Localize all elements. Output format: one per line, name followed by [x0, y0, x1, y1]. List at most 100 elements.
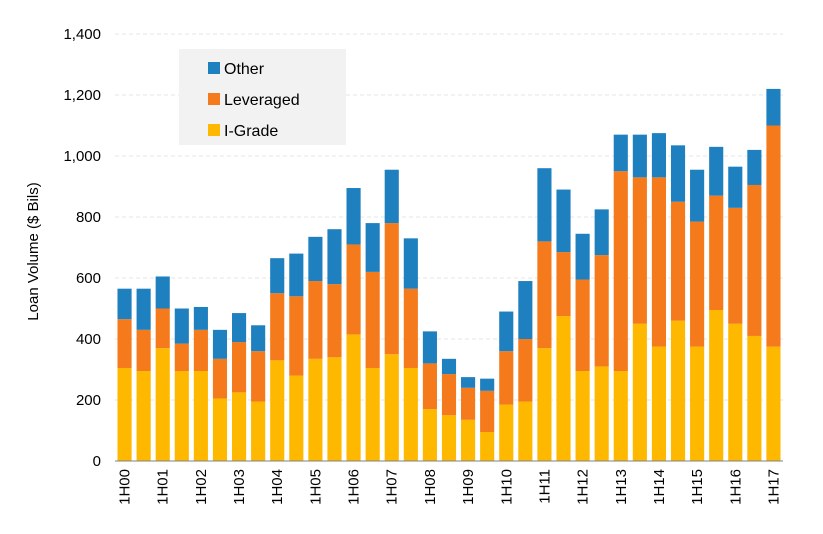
bar-i-grade-1H12: [575, 371, 590, 461]
y-tick-label: 400: [76, 331, 101, 348]
x-tick-label: 1H02: [193, 469, 210, 505]
bar-stack-2H03: [251, 325, 266, 461]
bar-leveraged-2H08: [441, 374, 457, 416]
bar-leveraged-2H13: [632, 177, 647, 324]
bar-leveraged-1H04: [270, 293, 285, 361]
bar-stack-2H05: [327, 229, 342, 461]
x-tick-label: 1H14: [651, 469, 668, 505]
x-tick-label: 1H12: [575, 469, 592, 505]
bar-leveraged-1H10: [499, 351, 514, 405]
bar-stack-2H02: [212, 329, 228, 461]
bar-i-grade-1H15: [690, 346, 705, 461]
x-tick-label: 1H15: [689, 469, 706, 505]
bar-other-2H14: [670, 145, 686, 202]
x-axis-ticks: 1H00 1H01 1H02 1H03 1H04 1H05 1H06 1H07 1H08 1H09…: [117, 469, 783, 505]
bar-leveraged-1H12: [575, 279, 590, 372]
bar-leveraged-2H09: [480, 390, 495, 433]
y-tick-label: 1,400: [63, 26, 101, 43]
bar-other-2H05: [327, 229, 342, 285]
bar-stack-1H03: [231, 313, 247, 461]
bar-stack-1H12: [575, 233, 590, 461]
bar-i-grade-1H07: [384, 354, 399, 461]
bar-i-grade-1H08: [422, 409, 437, 461]
bar-other-2H10: [518, 281, 533, 339]
x-tick-label: 1H17: [765, 469, 782, 505]
bar-i-grade-1H06: [346, 334, 361, 461]
bar-other-1H16: [728, 166, 743, 208]
bar-other-1H13: [613, 134, 628, 172]
bar-i-grade-2H15: [709, 310, 724, 461]
y-tick-label: 1,000: [63, 148, 101, 165]
bar-stack-1H16: [728, 166, 743, 461]
bar-other-2H04: [289, 253, 304, 297]
bar-i-grade-2H12: [594, 366, 609, 461]
x-tick-label: 1H04: [269, 469, 286, 505]
bar-leveraged-1H02: [193, 329, 208, 372]
bar-other-1H15: [690, 169, 705, 222]
bar-other-2H02: [212, 329, 228, 359]
bar-leveraged-1H05: [308, 281, 323, 359]
x-tick-label: 1H06: [346, 469, 363, 505]
bar-other-2H01: [174, 308, 189, 344]
bar-stack-2H11: [556, 189, 571, 461]
bar-other-1H17: [766, 88, 781, 126]
bar-leveraged-1H08: [422, 363, 437, 410]
bar-leveraged-1H06: [346, 244, 361, 335]
bar-i-grade-2H01: [174, 371, 189, 461]
x-tick-label: 1H01: [155, 469, 172, 505]
bar-leveraged-2H01: [174, 343, 189, 372]
bar-i-grade-1H04: [270, 360, 285, 461]
legend-swatch-i-grade: [208, 124, 220, 136]
y-tick-label: 1,200: [63, 87, 101, 104]
x-tick-label: 1H16: [727, 469, 744, 505]
bar-stack-1H14: [651, 133, 667, 461]
y-tick-label: 600: [76, 270, 101, 287]
bar-stack-2H10: [518, 281, 533, 461]
bar-i-grade-1H13: [613, 371, 628, 461]
bar-i-grade-1H17: [766, 346, 781, 461]
bar-other-2H06: [365, 223, 380, 272]
bar-stack-1H09: [461, 377, 476, 461]
bar-stack-1H02: [193, 306, 208, 461]
bar-i-grade-2H06: [365, 367, 380, 461]
bar-stack-2H04: [289, 253, 304, 461]
bar-other-2H16: [747, 149, 762, 185]
bar-other-1H11: [537, 168, 552, 242]
bar-leveraged-1H01: [155, 308, 170, 349]
bar-other-2H09: [480, 378, 495, 391]
bar-i-grade-1H11: [537, 348, 552, 461]
bar-stack-1H05: [308, 236, 323, 461]
bar-stack-1H13: [613, 134, 628, 461]
bar-leveraged-2H05: [327, 284, 342, 358]
bar-stack-2H15: [709, 146, 724, 461]
bar-stack-1H08: [422, 331, 437, 461]
x-tick-label: 1H07: [384, 469, 401, 505]
bar-i-grade-1H02: [193, 371, 208, 461]
bar-other-1H14: [651, 133, 667, 178]
bar-leveraged-1H09: [461, 387, 476, 420]
bar-other-1H05: [308, 236, 323, 282]
bar-other-2H07: [403, 238, 418, 289]
bar-i-grade-1H00: [117, 367, 132, 461]
bar-leveraged-2H03: [251, 351, 266, 402]
bar-i-grade-1H16: [728, 323, 743, 461]
bar-other-2H00: [136, 288, 151, 330]
y-tick-label: 200: [76, 392, 101, 409]
bar-other-1H09: [461, 377, 476, 388]
bar-leveraged-2H07: [403, 288, 418, 368]
bar-stack-2H01: [174, 308, 189, 461]
bar-stack-2H00: [136, 288, 151, 461]
bar-other-1H01: [155, 276, 170, 309]
bar-stack-2H12: [594, 209, 609, 461]
bar-i-grade-2H09: [480, 432, 495, 461]
bar-other-1H12: [575, 233, 590, 280]
bar-i-grade-2H04: [289, 375, 304, 461]
bar-stack-1H07: [384, 169, 399, 461]
legend-swatch-leveraged: [208, 93, 220, 105]
bar-leveraged-2H15: [709, 195, 724, 311]
bar-stack-2H14: [670, 145, 686, 461]
bar-other-1H02: [193, 306, 208, 330]
bar-i-grade-2H07: [403, 367, 418, 461]
y-axis-ticks: 0 200 400 600 800 1,000 1,200 1,400: [63, 26, 101, 470]
bar-leveraged-2H12: [594, 255, 609, 367]
